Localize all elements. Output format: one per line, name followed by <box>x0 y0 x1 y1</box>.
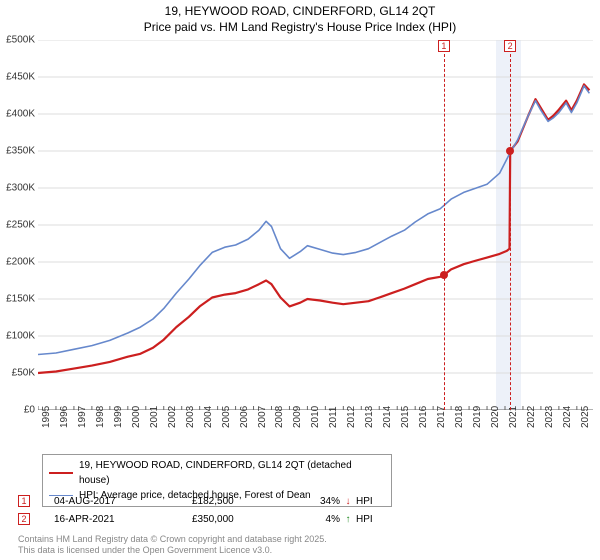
y-tick-label: £350K <box>0 146 35 157</box>
footer-line-2: This data is licensed under the Open Gov… <box>18 545 327 556</box>
x-tick-label: 2003 <box>185 406 196 428</box>
y-tick-label: £500K <box>0 35 35 46</box>
x-tick-label: 2002 <box>167 406 178 428</box>
y-tick-label: £200K <box>0 257 35 268</box>
title-line-1: 19, HEYWOOD ROAD, CINDERFORD, GL14 2QT <box>0 4 600 20</box>
marker-line <box>444 54 445 410</box>
x-tick-label: 2012 <box>346 406 357 428</box>
legend-row: 19, HEYWOOD ROAD, CINDERFORD, GL14 2QT (… <box>49 458 385 488</box>
title-line-2: Price paid vs. HM Land Registry's House … <box>0 20 600 36</box>
legend-label: 19, HEYWOOD ROAD, CINDERFORD, GL14 2QT (… <box>79 458 385 488</box>
marker-line <box>510 54 511 410</box>
sale-price: £350,000 <box>192 514 300 525</box>
x-tick-label: 2017 <box>436 406 447 428</box>
x-tick-label: 2023 <box>544 406 555 428</box>
x-tick-label: 2010 <box>310 406 321 428</box>
sale-pct: 34% <box>300 496 340 507</box>
x-tick-label: 1997 <box>77 406 88 428</box>
sale-dot <box>506 147 514 155</box>
chart-container: 19, HEYWOOD ROAD, CINDERFORD, GL14 2QT P… <box>0 0 600 560</box>
sale-price: £182,500 <box>192 496 300 507</box>
x-tick-label: 1998 <box>95 406 106 428</box>
footer-line-1: Contains HM Land Registry data © Crown c… <box>18 534 327 545</box>
x-tick-label: 2019 <box>472 406 483 428</box>
sale-arrow-icon: ↑ <box>340 514 356 525</box>
sale-row: 1 04-AUG-2017£182,50034%↓HPI <box>18 492 386 510</box>
x-tick-label: 2016 <box>418 406 429 428</box>
x-tick-label: 2005 <box>221 406 232 428</box>
chart-area: £0£50K£100K£150K£200K£250K£300K£350K£400… <box>38 40 593 410</box>
x-tick-label: 2024 <box>562 406 573 428</box>
sale-pct: 4% <box>300 514 340 525</box>
marker-box: 2 <box>504 40 516 52</box>
x-tick-label: 2007 <box>257 406 268 428</box>
y-tick-label: £0 <box>0 405 35 416</box>
x-tick-label: 2022 <box>526 406 537 428</box>
x-tick-label: 2004 <box>203 406 214 428</box>
x-tick-label: 2001 <box>149 406 160 428</box>
x-tick-label: 2009 <box>292 406 303 428</box>
sale-row: 2 16-APR-2021£350,0004%↑HPI <box>18 510 386 528</box>
sale-date: 16-APR-2021 <box>54 514 192 525</box>
sale-marker: 1 <box>18 495 30 507</box>
legend-swatch <box>49 472 73 474</box>
x-tick-label: 2014 <box>382 406 393 428</box>
x-tick-label: 2013 <box>364 406 375 428</box>
sale-ref: HPI <box>356 496 386 507</box>
x-tick-label: 2011 <box>328 406 339 428</box>
sale-marker: 2 <box>18 513 30 525</box>
x-tick-label: 2025 <box>580 406 591 428</box>
y-tick-label: £300K <box>0 183 35 194</box>
x-tick-label: 2015 <box>400 406 411 428</box>
y-tick-label: £100K <box>0 331 35 342</box>
y-tick-label: £250K <box>0 220 35 231</box>
x-tick-label: 2018 <box>454 406 465 428</box>
x-tick-label: 2006 <box>239 406 250 428</box>
sale-arrow-icon: ↓ <box>340 496 356 507</box>
marker-box: 1 <box>438 40 450 52</box>
x-tick-label: 1996 <box>59 406 70 428</box>
sale-dot <box>440 271 448 279</box>
x-tick-label: 1995 <box>41 406 52 428</box>
footer: Contains HM Land Registry data © Crown c… <box>18 534 327 556</box>
x-tick-label: 2020 <box>490 406 501 428</box>
y-tick-label: £50K <box>0 368 35 379</box>
y-tick-label: £400K <box>0 109 35 120</box>
x-tick-label: 1999 <box>113 406 124 428</box>
sale-ref: HPI <box>356 514 386 525</box>
x-tick-label: 2000 <box>131 406 142 428</box>
sale-date: 04-AUG-2017 <box>54 496 192 507</box>
chart-title: 19, HEYWOOD ROAD, CINDERFORD, GL14 2QT P… <box>0 0 600 35</box>
sales-table: 1 04-AUG-2017£182,50034%↓HPI 2 16-APR-2021£… <box>18 492 386 528</box>
y-tick-label: £150K <box>0 294 35 305</box>
y-tick-label: £450K <box>0 72 35 83</box>
x-tick-label: 2008 <box>274 406 285 428</box>
